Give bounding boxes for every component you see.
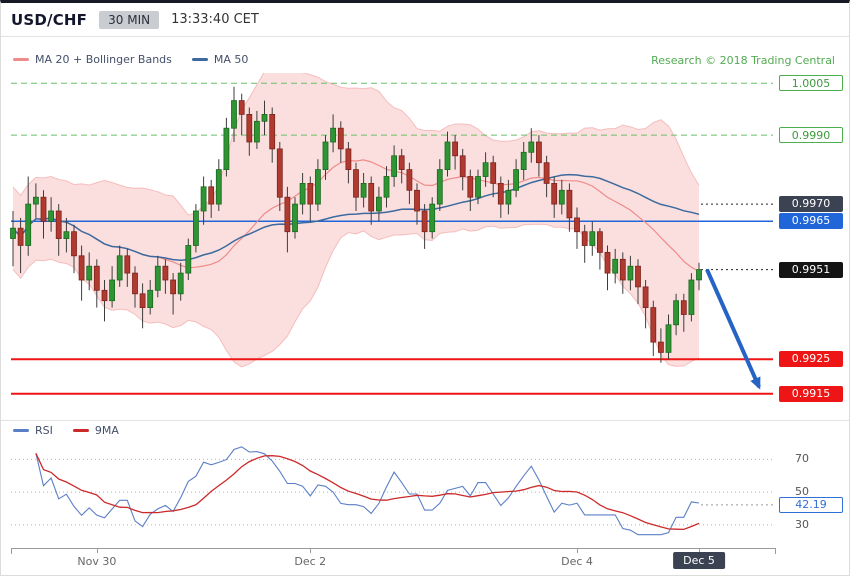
- rsi-line: [35, 446, 700, 536]
- x-axis-label-dec-2: Dec 2: [294, 555, 327, 568]
- bollinger-upper-line: [12, 73, 700, 216]
- rsi-swatch-icon: [13, 429, 29, 432]
- rsi-chart: [11, 446, 773, 536]
- main-chart-legend: MA 20 + Bollinger Bands MA 50: [13, 53, 248, 66]
- clock-text: 13:33:40 CET: [171, 12, 259, 27]
- 9ma-swatch-icon: [72, 429, 89, 432]
- ma20-legend-label: MA 20 + Bollinger Bands: [35, 53, 172, 66]
- time-axis: Nov 30 Dec 2 Dec 4 Dec 5: [11, 548, 776, 569]
- ma50-line: [12, 173, 700, 261]
- ma50-swatch-icon: [191, 58, 208, 61]
- research-credit: Research © 2018 Trading Central: [651, 54, 835, 67]
- rsi-9ma-line: [35, 453, 700, 531]
- x-axis-tick: [699, 549, 700, 553]
- x-axis-label-nov-30: Nov 30: [77, 555, 117, 568]
- x-axis-tick: [577, 549, 579, 553]
- ma20-swatch-icon: [13, 58, 29, 61]
- timeframe-badge: 30 MIN: [99, 10, 160, 29]
- chart-header: USD/CHF 30 MIN 13:33:40 CET: [1, 3, 849, 37]
- bollinger-band: [13, 73, 699, 368]
- ma50-legend-label: MA 50: [213, 53, 249, 66]
- forecast-arrow: [705, 268, 761, 390]
- panel-divider: [1, 420, 849, 421]
- x-axis-label-dec-5: Dec 5: [673, 552, 725, 569]
- x-axis-tick: [96, 549, 98, 553]
- symbol-title: USD/CHF: [11, 10, 88, 29]
- legend-item-ma20: MA 20 + Bollinger Bands: [13, 53, 172, 66]
- legend-item-9ma: 9MA: [72, 424, 119, 437]
- candlesticks: [10, 86, 702, 363]
- x-axis-label-dec-4: Dec 4: [561, 555, 593, 568]
- 9ma-legend-label: 9MA: [94, 424, 119, 437]
- main-price-chart: [10, 73, 773, 395]
- rsi-legend-label: RSI: [35, 424, 53, 437]
- rsi-legend: RSI 9MA: [13, 424, 119, 437]
- x-axis-tick: [310, 549, 312, 553]
- legend-item-ma50: MA 50: [191, 53, 249, 66]
- legend-item-rsi: RSI: [13, 424, 53, 437]
